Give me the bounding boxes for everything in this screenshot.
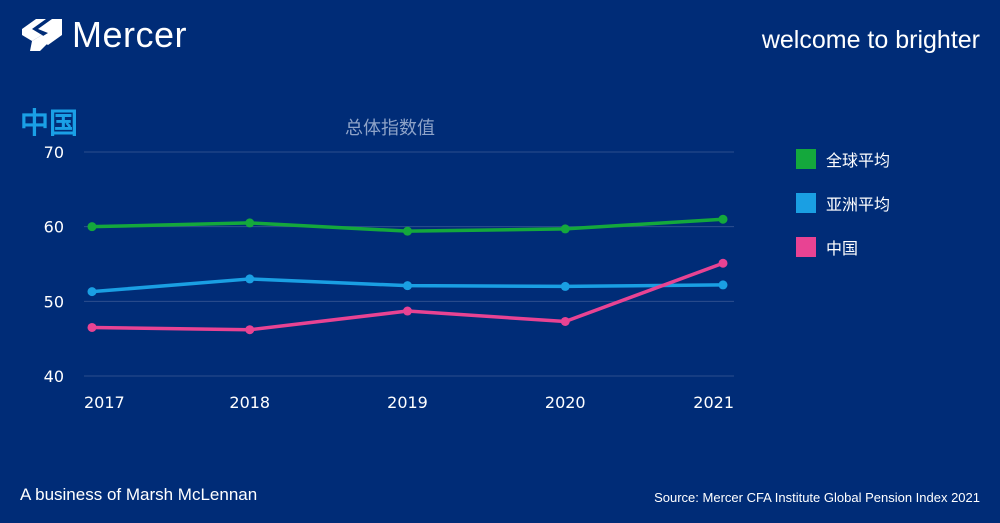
legend-label-asia: 亚洲平均 (826, 195, 891, 214)
x-tick-label-2018: 2018 (229, 393, 270, 412)
data-point-2-2018 (245, 325, 255, 335)
legend-label-china: 中国 (826, 239, 859, 258)
data-point-2-2019 (403, 306, 412, 316)
data-point-2-2021 (718, 258, 728, 268)
y-tick-label-60: 60 (44, 218, 64, 237)
y-tick-label-70: 70 (44, 143, 64, 162)
tagline: welcome to brighter (761, 26, 980, 54)
brand-name: Mercer (72, 14, 188, 55)
mercer-logo: Mercer (20, 14, 187, 56)
data-point-1-2021 (718, 280, 728, 290)
mercer-logo-icon (22, 19, 62, 51)
data-point-2-2017 (87, 322, 97, 332)
legend-item-global: 全球平均 (796, 148, 890, 170)
data-point-0-2017 (87, 222, 97, 232)
legend-item-china: 中国 (796, 236, 890, 258)
footer-source: Source: Mercer CFA Institute Global Pens… (654, 490, 980, 505)
data-point-1-2020 (560, 281, 570, 291)
legend-swatch-global (796, 149, 816, 169)
data-point-0-2018 (245, 218, 255, 228)
legend-swatch-china (796, 237, 816, 257)
y-tick-label-50: 50 (44, 292, 64, 311)
legend-swatch-asia (796, 193, 816, 213)
x-tick-label-2017: 2017 (84, 393, 125, 412)
series-line-2 (91, 261, 724, 332)
data-point-1-2019 (403, 281, 412, 291)
data-point-0-2020 (560, 224, 570, 234)
data-point-0-2021 (718, 214, 728, 224)
x-tick-label-2021: 2021 (693, 393, 734, 412)
y-tick-label-40: 40 (44, 367, 64, 386)
legend-item-asia: 亚洲平均 (796, 192, 890, 214)
data-point-2-2020 (560, 316, 570, 326)
section-title: 中国 (20, 106, 79, 140)
chart-title: 总体指数值 (345, 118, 435, 139)
x-tick-label-2020: 2020 (545, 393, 586, 412)
footer-business-line: A business of Marsh McLennan (20, 485, 258, 504)
x-tick-label-2019: 2019 (387, 393, 428, 412)
data-point-0-2019 (403, 226, 412, 236)
chart-legend: 全球平均 亚洲平均 中国 (796, 148, 890, 280)
data-point-1-2018 (245, 274, 255, 284)
data-point-1-2017 (87, 287, 97, 297)
legend-label-global: 全球平均 (826, 151, 891, 170)
